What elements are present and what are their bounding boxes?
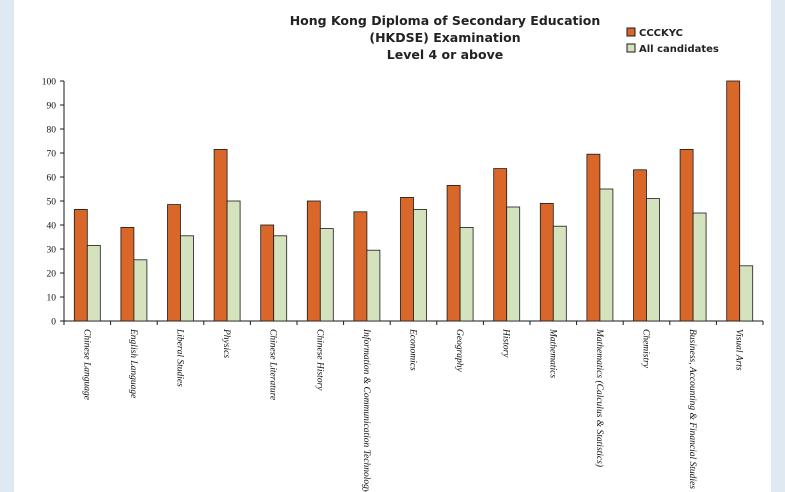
bar-all-candidates-chinese-language (86, 244, 101, 322)
bar-ccckyc-chemistry (633, 169, 647, 322)
x-label-information-communication-technology: Information & Communication Technology (361, 328, 372, 492)
title-line-2: (HKDSE) Examination (369, 30, 520, 45)
x-label-history: History (501, 328, 511, 358)
chart-frame: Hong Kong Diploma of Secondary Education… (14, 0, 771, 492)
title-line-1: Hong Kong Diploma of Secondary Education (290, 13, 601, 28)
bar-all-candidates-liberal-studies (180, 235, 194, 322)
bar-ccckyc-economics (400, 196, 414, 322)
bar-all-candidates-mathematics-calculus-statistics (599, 188, 614, 322)
bar-all-candidates-chemistry (646, 198, 660, 322)
y-tick-label-20: 20 (47, 270, 57, 280)
x-label-english-language: English Language (128, 328, 138, 398)
bar-ccckyc-history (493, 168, 508, 322)
bar-all-candidates-physics (226, 200, 241, 322)
x-category-labels: Chinese Language English Language Liberal … (81, 328, 743, 492)
x-label-chinese-history: Chinese History (314, 329, 324, 391)
title-line-3: Level 4 or above (387, 47, 503, 62)
x-label-mathematics: Mathematics (547, 328, 557, 378)
bar-ccckyc-liberal-studies (167, 204, 181, 322)
bar-all-candidates-geography (459, 226, 474, 322)
legend-swatch-all-candidates (626, 43, 636, 53)
y-tick-label-0: 0 (51, 318, 56, 328)
bar-ccckyc-mathematics (539, 202, 554, 322)
bar-all-candidates-information-communication-technology (366, 249, 381, 322)
x-label-chemistry: Chemistry (641, 329, 651, 369)
x-label-physics: Physics (221, 328, 231, 358)
bar-ccckyc-visual-arts (726, 80, 741, 322)
bar-ccckyc-information-communication-technology (353, 211, 368, 322)
y-tick-label-90: 90 (47, 102, 57, 112)
y-tick-label-10: 10 (47, 294, 57, 304)
bar-all-candidates-history (506, 206, 521, 322)
y-tick-label-70: 70 (47, 150, 57, 160)
x-label-mathematics-calculus-statistics: Mathematics (Calculus & Statistics) (594, 328, 605, 467)
bar-chart: Hong Kong Diploma of Secondary Education… (42, 13, 764, 492)
bar-all-candidates-mathematics (552, 225, 567, 322)
y-tick-label-100: 100 (42, 78, 57, 88)
x-label-visual-arts: Visual Arts (734, 329, 744, 371)
x-label-chinese-literature: Chinese Literature (268, 329, 278, 400)
bar-ccckyc-chinese-history (306, 200, 321, 322)
bar-ccckyc-chinese-literature (260, 224, 275, 322)
legend-swatch-ccckyc (626, 27, 636, 37)
y-tick-label-30: 30 (47, 246, 57, 256)
x-label-business-accounting-financial-studies: Business, Accounting & Financial Studies (687, 329, 697, 489)
bar-ccckyc-mathematics-calculus-statistics (586, 153, 601, 322)
y-tick-labels: 0 10 20 30 40 50 60 70 80 90 100 (42, 78, 57, 328)
bar-ccckyc-business-accounting-financial-studies (679, 148, 694, 322)
bar-all-candidates-chinese-history (319, 228, 334, 322)
bar-all-candidates-chinese-literature (273, 235, 288, 322)
y-tick-label-60: 60 (47, 174, 57, 184)
x-label-liberal-studies: Liberal Studies (175, 328, 185, 387)
bar-ccckyc-english-language (120, 226, 135, 322)
legend: CCCKYC All candidates (626, 27, 719, 55)
bar-all-candidates-business-accounting-financial-studies (692, 212, 707, 322)
y-tick-label-50: 50 (47, 198, 57, 208)
x-label-economics: Economics (408, 328, 418, 371)
bar-ccckyc-physics (213, 148, 228, 322)
bar-all-candidates-economics (413, 208, 427, 322)
legend-label-ccckyc: CCCKYC (639, 28, 683, 39)
legend-label-all-candidates: All candidates (639, 44, 719, 55)
x-label-chinese-language: Chinese Language (81, 329, 91, 400)
x-label-geography: Geography (454, 329, 464, 373)
bar-all-candidates-english-language (133, 259, 148, 322)
y-tick-label-40: 40 (47, 222, 57, 232)
bars (73, 80, 754, 322)
bar-ccckyc-chinese-language (73, 208, 88, 322)
bar-ccckyc-geography (446, 184, 461, 322)
chart-title: Hong Kong Diploma of Secondary Education… (290, 13, 601, 62)
bar-all-candidates-visual-arts (739, 265, 754, 322)
y-tick-label-80: 80 (47, 126, 57, 136)
